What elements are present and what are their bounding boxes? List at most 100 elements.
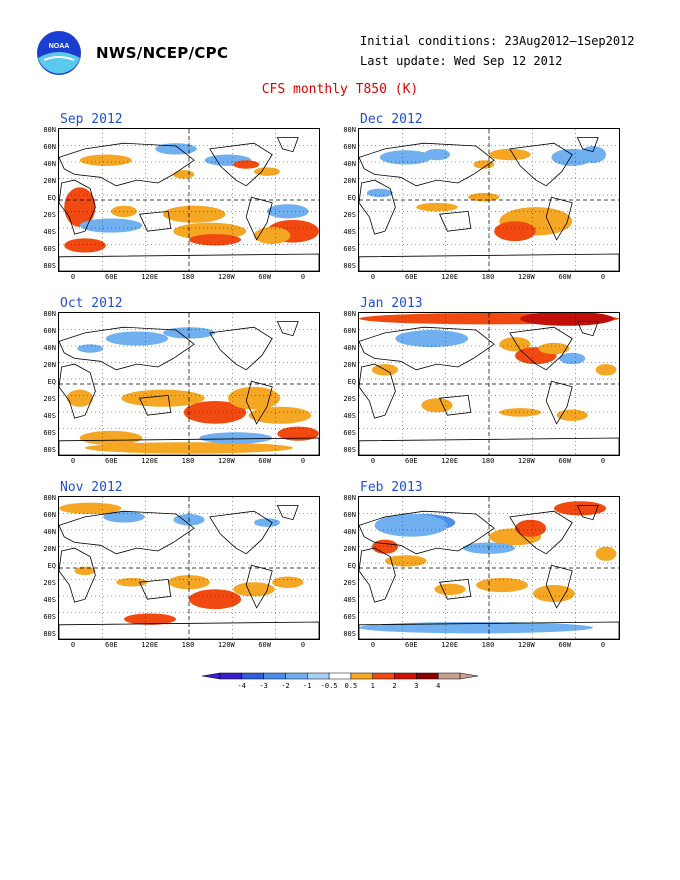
map-panel	[358, 312, 620, 456]
colorbar-swatch	[328, 672, 352, 680]
lat-label: 20N	[343, 545, 356, 553]
lat-label: 60S	[43, 245, 56, 253]
anomaly-region	[580, 146, 606, 164]
lon-label: 60E	[405, 273, 418, 281]
lon-label: 60W	[558, 273, 571, 281]
map-panel	[358, 128, 620, 272]
coastline	[276, 137, 299, 153]
lon-label: 180	[181, 273, 195, 281]
anomaly-region	[494, 221, 536, 242]
coastline	[59, 437, 319, 455]
coastline	[209, 142, 273, 187]
lat-label: 60N	[43, 327, 56, 335]
lon-label: 120E	[441, 273, 459, 281]
anomaly-region	[199, 432, 273, 444]
anomaly-region	[163, 205, 226, 223]
lat-label: 20S	[43, 579, 56, 587]
lat-label: 20N	[43, 361, 56, 369]
lon-label: 120E	[141, 641, 159, 649]
colorbar-label: -0.5	[321, 682, 338, 690]
coastline	[59, 363, 96, 419]
panel-title: Oct 2012	[60, 296, 123, 311]
org-name: NWS/NCEP/CPC	[96, 44, 229, 62]
coastline	[276, 505, 299, 521]
panel-title: Nov 2012	[60, 480, 123, 495]
anomaly-region	[515, 519, 547, 537]
last-update: Last update: Wed Sep 12 2012	[360, 54, 563, 68]
colorbar-label: -1	[303, 682, 311, 690]
lat-label: 40N	[43, 160, 56, 168]
anomaly-region	[520, 313, 614, 326]
lat-label: 20N	[43, 545, 56, 553]
lat-label: 20S	[343, 395, 356, 403]
coastline	[439, 394, 472, 416]
colorbar-arrow-right	[459, 672, 479, 680]
lat-label: 80S	[343, 446, 356, 454]
lat-label: 40S	[343, 228, 356, 236]
lat-label: 40S	[343, 596, 356, 604]
coastline	[59, 142, 195, 187]
coastline	[359, 547, 396, 603]
coastline	[245, 380, 273, 425]
lon-label: 120E	[441, 641, 459, 649]
anomaly-region	[538, 342, 570, 355]
lat-label: 20S	[43, 211, 56, 219]
anomaly-region	[595, 364, 617, 376]
lon-label: 180	[181, 457, 195, 465]
lat-label: 80N	[343, 310, 356, 318]
anomaly-region	[554, 501, 606, 516]
lon-label: 0	[300, 641, 306, 649]
colorbar-swatch	[372, 672, 395, 680]
coastline	[439, 210, 472, 232]
anomaly-region	[499, 337, 531, 352]
lat-label: 80S	[43, 446, 56, 454]
lon-label: 60E	[405, 641, 418, 649]
coastline	[59, 326, 195, 371]
coastline	[359, 326, 495, 371]
anomaly-region	[105, 331, 169, 346]
lat-label: 80N	[343, 126, 356, 134]
coastline	[359, 621, 619, 639]
colorbar-label: -4	[238, 682, 246, 690]
lon-label: 180	[181, 641, 195, 649]
lon-label: 180	[481, 641, 495, 649]
anomaly-region	[59, 502, 122, 515]
lat-label: 40S	[43, 412, 56, 420]
lon-label: 120E	[141, 457, 159, 465]
coastline	[359, 437, 619, 455]
colorbar-label: -3	[259, 682, 267, 690]
colorbar-swatch	[263, 672, 286, 680]
lat-label: 40N	[43, 344, 56, 352]
lon-label: 180	[481, 273, 495, 281]
coastline	[545, 564, 573, 609]
lat-label: 80N	[43, 494, 56, 502]
anomaly-region	[374, 514, 448, 537]
lat-label: 80N	[43, 126, 56, 134]
lon-label: 120E	[441, 457, 459, 465]
lat-label: 20S	[343, 579, 356, 587]
anomaly-region	[424, 148, 450, 161]
lon-label: 0	[70, 273, 76, 281]
lon-label: 120W	[217, 273, 235, 281]
lat-label: 20N	[43, 177, 56, 185]
lon-label: 120E	[141, 273, 159, 281]
lat-label: 20N	[343, 177, 356, 185]
anomaly-region	[434, 583, 466, 595]
lat-label: 80N	[43, 310, 56, 318]
colorbar-label: 0.5	[345, 682, 358, 690]
coastline	[139, 210, 172, 232]
lat-label: 60N	[343, 511, 356, 519]
anomaly-region	[64, 238, 106, 253]
anomaly-region	[395, 330, 469, 348]
lat-label: 40S	[43, 596, 56, 604]
coastline	[59, 510, 195, 555]
anomaly-region	[254, 226, 291, 245]
lon-label: 60E	[105, 457, 118, 465]
colorbar-swatch	[241, 672, 264, 680]
panel-title: Jan 2013	[360, 296, 423, 311]
lon-label: 60W	[558, 457, 571, 465]
lon-label: 60E	[405, 457, 418, 465]
anomaly-region	[77, 344, 104, 353]
anomaly-region	[489, 148, 531, 161]
anomaly-region	[233, 160, 260, 169]
